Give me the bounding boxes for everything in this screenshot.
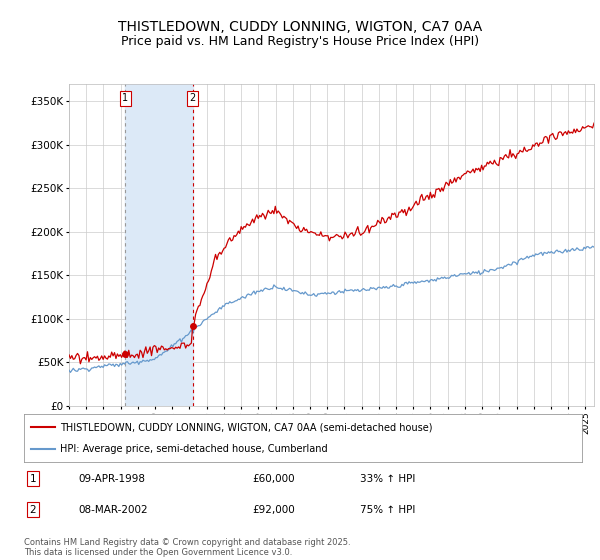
Text: Price paid vs. HM Land Registry's House Price Index (HPI): Price paid vs. HM Land Registry's House …	[121, 35, 479, 48]
Text: £92,000: £92,000	[252, 505, 295, 515]
Bar	[125, 84, 193, 406]
Text: 75% ↑ HPI: 75% ↑ HPI	[360, 505, 415, 515]
Text: 2: 2	[29, 505, 37, 515]
Text: THISTLEDOWN, CUDDY LONNING, WIGTON, CA7 0AA: THISTLEDOWN, CUDDY LONNING, WIGTON, CA7 …	[118, 20, 482, 34]
Text: HPI: Average price, semi-detached house, Cumberland: HPI: Average price, semi-detached house,…	[60, 444, 328, 454]
Text: £60,000: £60,000	[252, 474, 295, 484]
Text: 1: 1	[122, 94, 128, 104]
Text: THISTLEDOWN, CUDDY LONNING, WIGTON, CA7 0AA (semi-detached house): THISTLEDOWN, CUDDY LONNING, WIGTON, CA7 …	[60, 422, 433, 432]
Text: 09-APR-1998: 09-APR-1998	[78, 474, 145, 484]
Text: 1: 1	[29, 474, 37, 484]
Text: 33% ↑ HPI: 33% ↑ HPI	[360, 474, 415, 484]
Text: 08-MAR-2002: 08-MAR-2002	[78, 505, 148, 515]
Text: 2: 2	[190, 94, 196, 104]
Text: Contains HM Land Registry data © Crown copyright and database right 2025.
This d: Contains HM Land Registry data © Crown c…	[24, 538, 350, 557]
